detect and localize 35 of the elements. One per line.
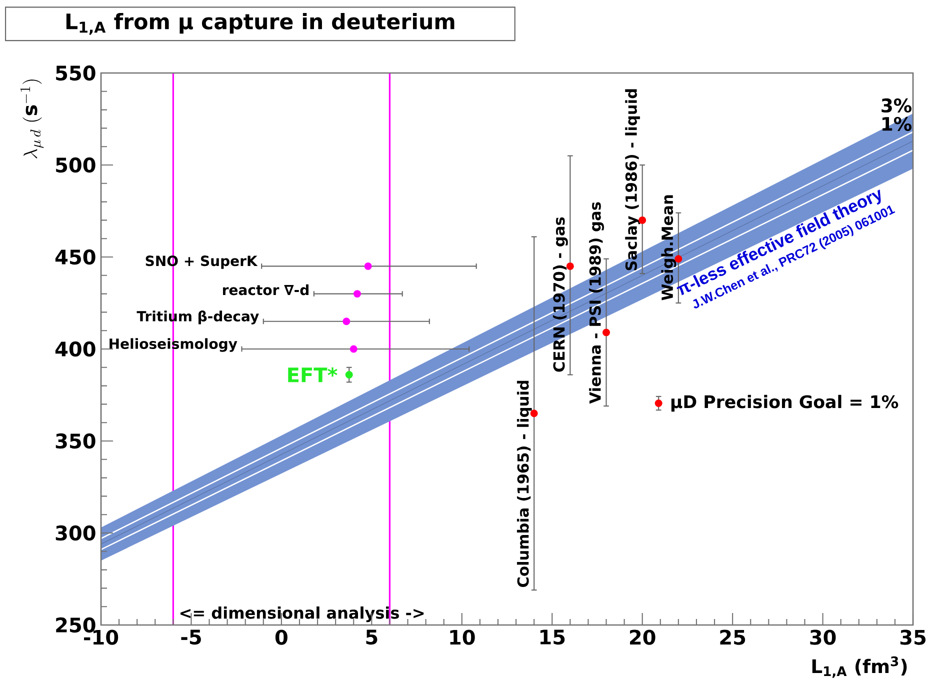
x-axis-title: L$_{1,A}$ (fm$^{3}$) xyxy=(812,656,907,678)
y-tick-label: 400 xyxy=(55,341,96,357)
text: Columbia (1965) - liquid xyxy=(516,380,532,587)
point xyxy=(350,345,358,353)
y-tick-label: 450 xyxy=(55,249,96,265)
point xyxy=(364,262,372,270)
series-label: EFT* xyxy=(288,367,338,382)
text: CERN (1970) - gas xyxy=(552,217,568,372)
point xyxy=(654,400,662,408)
x-tick-label: 35 xyxy=(900,630,926,645)
point xyxy=(566,262,574,270)
y-tick-label: 350 xyxy=(56,433,96,449)
x-tick-label: -5 xyxy=(181,630,201,645)
y-tick-label: 550 xyxy=(56,65,96,81)
x-tick-label: 10 xyxy=(450,630,475,645)
text: Saclay (1986) - liquid xyxy=(625,89,640,270)
annotation: reactor ∇-d xyxy=(223,284,308,296)
x-tick-label: 15 xyxy=(540,630,565,645)
x-tick-label: 30 xyxy=(810,630,836,645)
point xyxy=(354,290,361,298)
y-axis-title: $\lambda_{\mu\, d}\;(\mathbf{s}^{-1})$ xyxy=(20,80,44,158)
x-tick-label: 25 xyxy=(720,630,746,645)
series-label: μD Precision Goal = 1% xyxy=(671,394,898,412)
x-tick-label: 0 xyxy=(275,630,288,645)
y-tick-label: 300 xyxy=(56,525,96,541)
x-tick-label: 20 xyxy=(630,630,656,645)
text: Weigh.Mean xyxy=(661,195,676,300)
point xyxy=(345,371,353,378)
y-tick-label: 500 xyxy=(56,157,96,173)
chart-title: L$_{1,A}$ from μ capture in deuterium xyxy=(66,12,454,35)
x-tick-label: 5 xyxy=(366,630,378,645)
point xyxy=(602,328,610,336)
point xyxy=(342,318,350,326)
annotation: 3% xyxy=(882,98,912,113)
text: Vienna - PSI (1989) gas xyxy=(589,202,604,404)
